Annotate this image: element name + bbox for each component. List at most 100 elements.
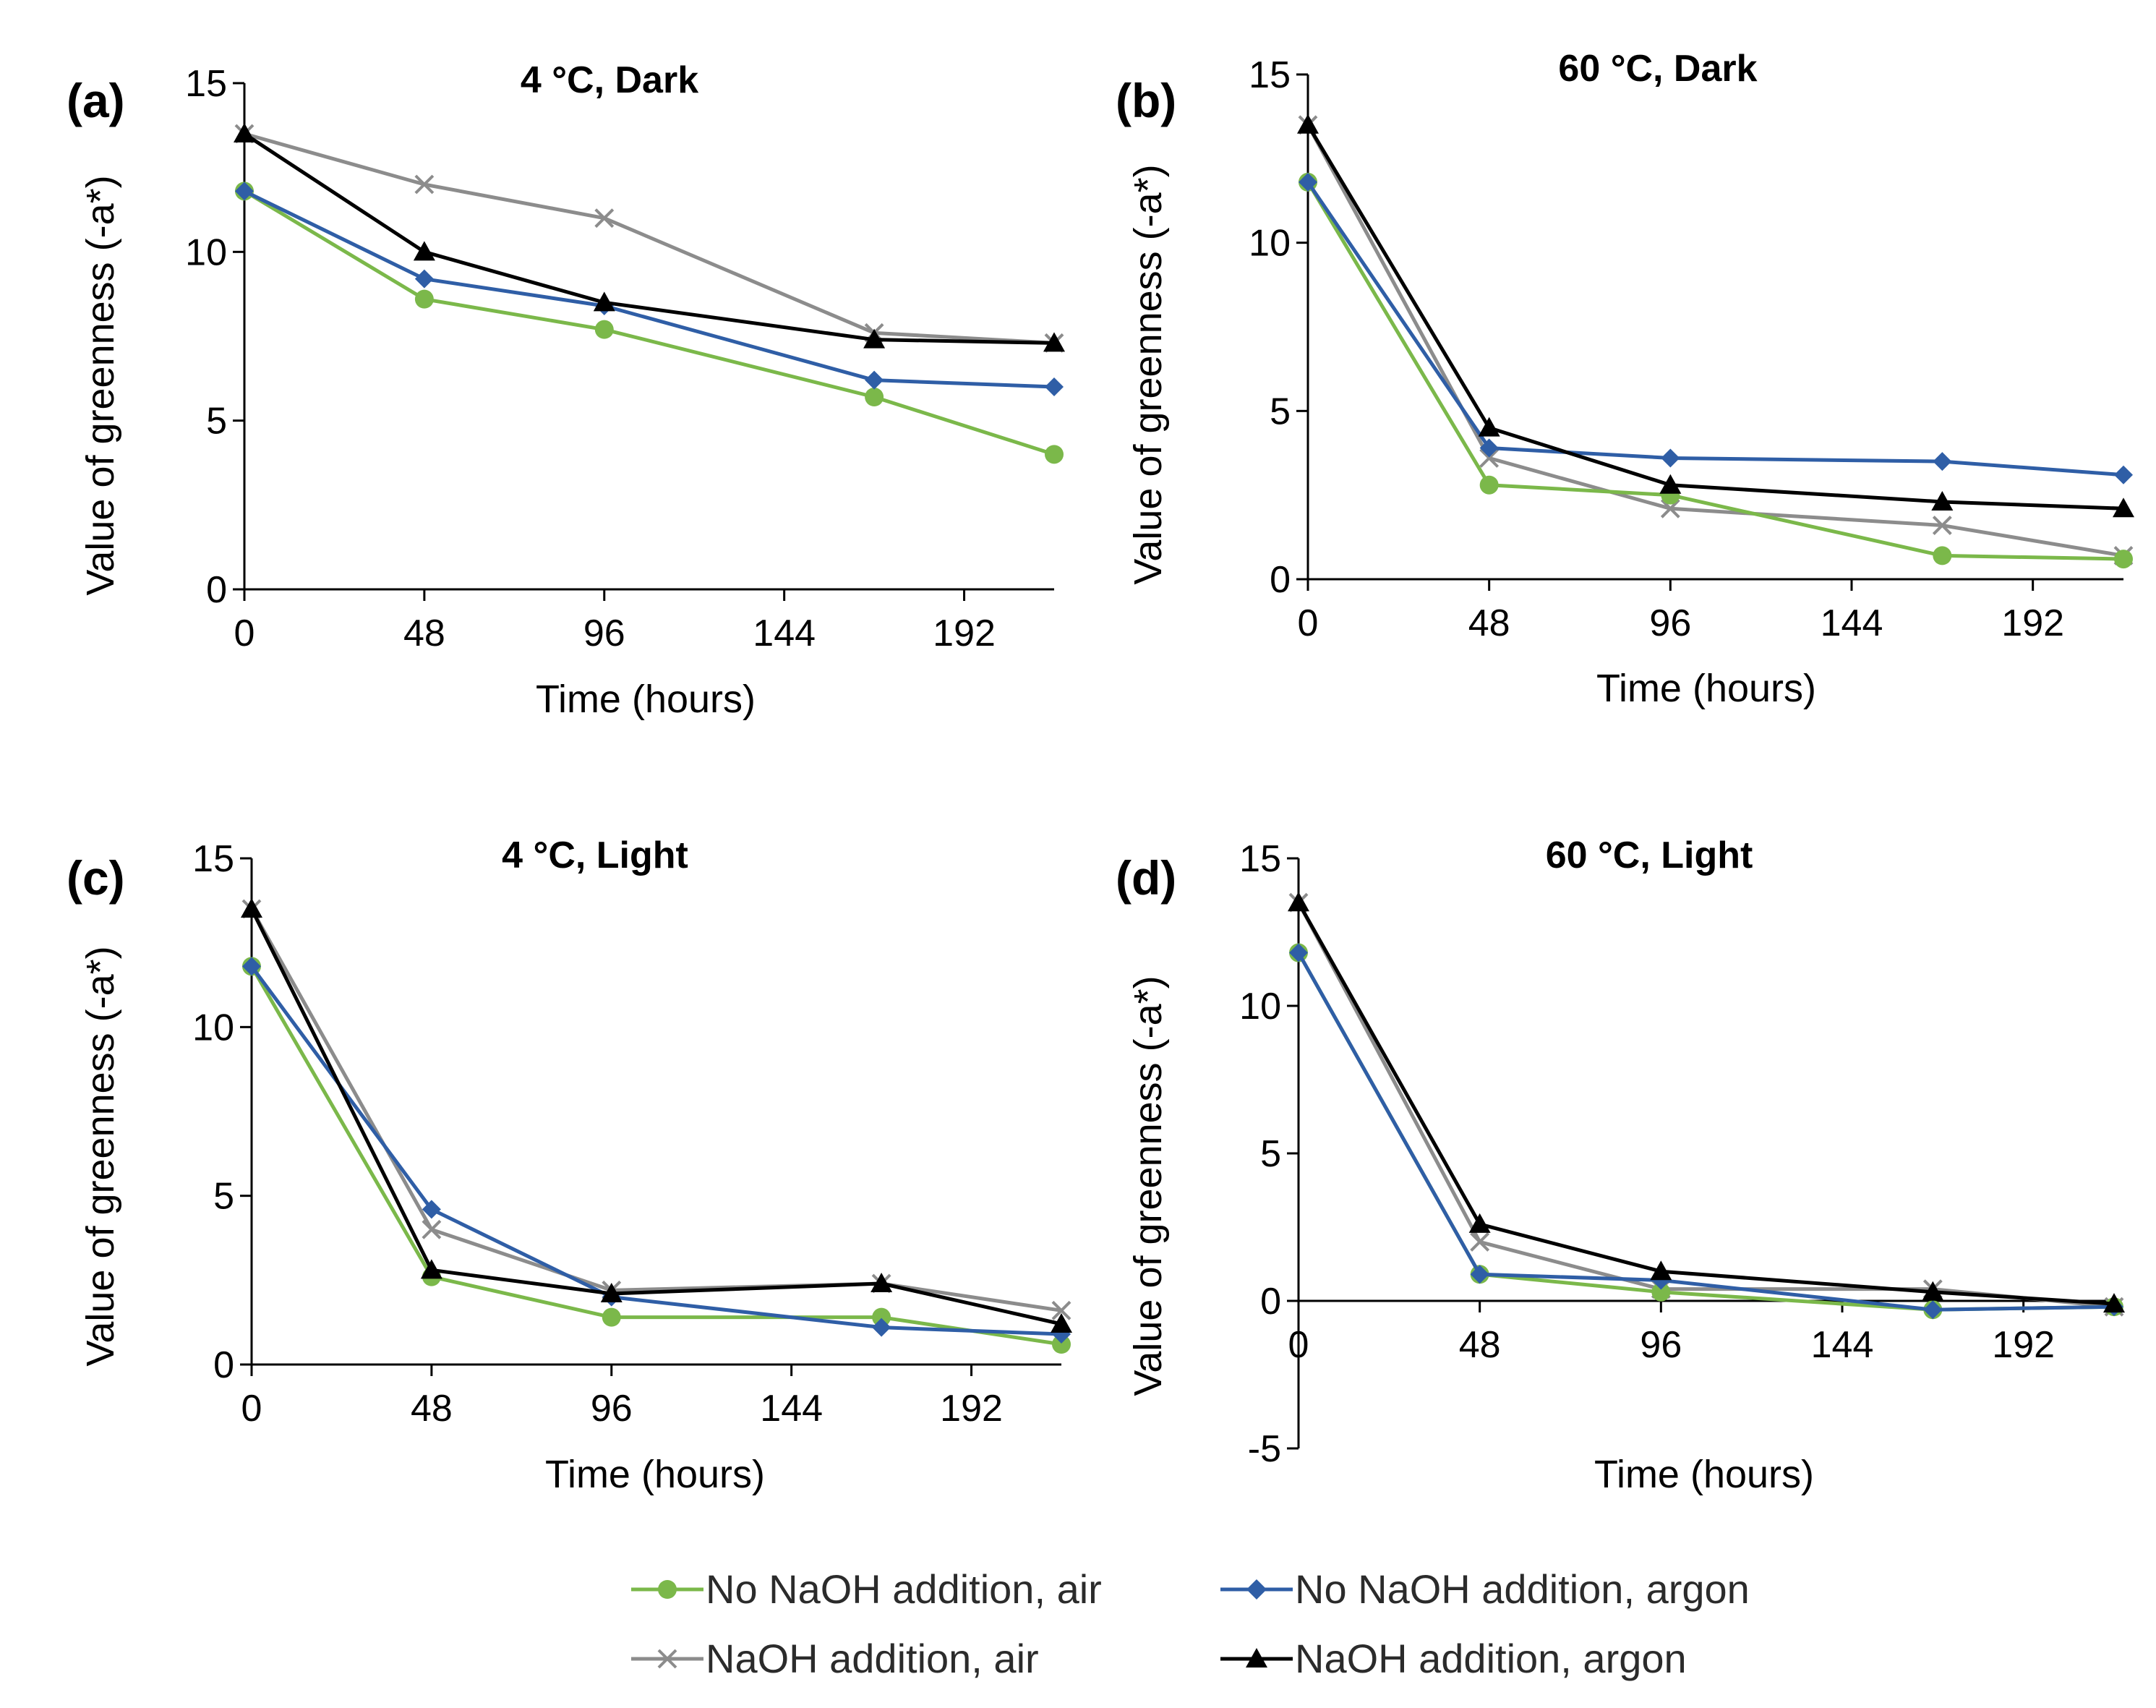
- data-point-diamond: [1289, 943, 1308, 962]
- data-point-triangle: [234, 123, 255, 142]
- data-point-circle: [2114, 550, 2133, 569]
- y-tick-label: 10: [1239, 986, 1281, 1028]
- legend-item-no-naoh-air: No NaOH addition, air: [631, 1566, 1102, 1612]
- data-point-diamond: [1933, 452, 1952, 471]
- data-point-x: [422, 1219, 442, 1239]
- x-tick-label: 48: [1468, 602, 1510, 644]
- data-point-triangle: [870, 1273, 893, 1292]
- data-point-circle: [414, 289, 434, 309]
- y-axis-title: Value of greenness (-a*): [79, 946, 122, 1366]
- y-tick-label: 5: [213, 1176, 234, 1218]
- data-point-diamond: [1299, 172, 1317, 192]
- data-point-triangle: [1288, 892, 1309, 912]
- data-point-diamond: [1470, 1265, 1489, 1284]
- x-tick-label: 96: [1649, 602, 1691, 644]
- y-tick-label: 10: [185, 231, 227, 273]
- axes: -5 0 5 10 15 0 48 96 144 192: [1239, 838, 2114, 1470]
- y-tick-label: 15: [185, 63, 227, 105]
- panel-title: 4 °C, Dark: [521, 59, 698, 101]
- legend-label: No NaOH addition, air: [706, 1566, 1102, 1612]
- data-point-triangle: [241, 898, 262, 918]
- x-tick-label: 192: [933, 612, 996, 654]
- data-point-diamond: [872, 1318, 891, 1337]
- legend-marker-circle: [658, 1580, 677, 1599]
- x-tick-label: 0: [234, 612, 255, 654]
- y-tick-label: 0: [1260, 1281, 1281, 1323]
- panel-b: (b) 60 °C, Dark Time (hours) Value of gr…: [1116, 48, 2134, 710]
- legend-marker-diamond: [1246, 1579, 1267, 1600]
- x-tick-label: 96: [591, 1388, 633, 1430]
- data-point-triangle: [1297, 114, 1319, 134]
- x-tick-label: 48: [403, 612, 445, 654]
- data-point-x: [594, 208, 615, 229]
- x-tick-label: 0: [1288, 1324, 1309, 1366]
- data-point-x: [1470, 1231, 1490, 1252]
- legend-marker-x: [657, 1649, 677, 1669]
- panel-title: 60 °C, Light: [1546, 834, 1753, 876]
- data-point-diamond: [1045, 377, 1064, 396]
- x-tick-label: 0: [1298, 602, 1319, 644]
- data-point-diamond: [2114, 465, 2133, 484]
- legend-label: NaOH addition, argon: [1295, 1636, 1687, 1681]
- x-tick-label: 192: [2001, 602, 2064, 644]
- y-tick-label: 15: [1249, 54, 1291, 96]
- y-tick-label: -5: [1248, 1428, 1281, 1470]
- data-point-triangle: [1478, 417, 1500, 437]
- series-naoh-argon: [1288, 892, 2125, 1313]
- legend-item-no-naoh-argon: No NaOH addition, argon: [1220, 1566, 1750, 1612]
- data-point-triangle: [1051, 1313, 1072, 1333]
- y-axis-title: Value of greenness (-a*): [79, 175, 122, 595]
- y-tick-label: 5: [1260, 1133, 1281, 1175]
- panel-title: 60 °C, Dark: [1558, 48, 1757, 90]
- x-tick-label: 144: [760, 1388, 823, 1430]
- data-point-circle: [602, 1307, 621, 1327]
- data-point-diamond: [422, 1200, 441, 1219]
- panel-a: (a) 4 °C, Dark Time (hours) Value of gre…: [67, 59, 1065, 721]
- data-point-triangle: [413, 241, 435, 261]
- x-axis-title: Time (hours): [536, 678, 756, 721]
- x-tick-label: 144: [1811, 1324, 1874, 1366]
- x-tick-label: 144: [1821, 602, 1883, 644]
- axes: 0 5 10 15 0 48 96 144 192: [1249, 54, 2123, 644]
- data-point-diamond: [1923, 1300, 1943, 1320]
- data-point-triangle: [1659, 474, 1682, 494]
- x-tick-label: 96: [1640, 1324, 1682, 1366]
- x-tick-label: 0: [241, 1388, 262, 1430]
- y-tick-label: 5: [1270, 390, 1291, 432]
- axes: 0 5 10 15 0 48 96 144 192: [185, 63, 1054, 654]
- legend-label: No NaOH addition, argon: [1295, 1566, 1750, 1612]
- x-tick-label: 144: [753, 612, 816, 654]
- panel-title: 4 °C, Light: [502, 834, 688, 876]
- data-point-triangle: [1650, 1260, 1672, 1281]
- data-point-diamond: [865, 370, 884, 390]
- panel-letter: (c): [67, 851, 125, 905]
- data-point-triangle: [1043, 332, 1065, 352]
- x-axis-title: Time (hours): [1594, 1453, 1814, 1496]
- data-point-circle: [1651, 1282, 1671, 1302]
- panel-letter: (a): [67, 74, 125, 127]
- x-tick-label: 96: [583, 612, 625, 654]
- data-point-x: [1932, 516, 1952, 535]
- data-point-circle: [1479, 475, 1499, 495]
- x-tick-label: 192: [940, 1388, 1003, 1430]
- data-point-x: [1660, 498, 1680, 518]
- data-point-triangle: [600, 1283, 623, 1302]
- data-point-diamond: [235, 182, 254, 201]
- x-tick-label: 48: [1459, 1324, 1501, 1366]
- y-tick-label: 0: [1270, 559, 1291, 601]
- panel-c: (c) 4 °C, Light Time (hours) Value of gr…: [67, 834, 1072, 1496]
- data-point-triangle: [420, 1259, 442, 1279]
- data-point-triangle: [2103, 1293, 2125, 1313]
- y-tick-label: 10: [1249, 223, 1291, 265]
- y-tick-label: 0: [206, 569, 227, 611]
- y-tick-label: 15: [192, 838, 234, 880]
- legend-label: NaOH addition, air: [706, 1636, 1039, 1681]
- legend: No NaOH addition, air No NaOH addition, …: [631, 1566, 1750, 1681]
- data-point-triangle: [863, 328, 886, 349]
- data-point-triangle: [2113, 498, 2134, 518]
- data-point-circle: [865, 388, 884, 406]
- series-naoh-argon: [241, 898, 1072, 1333]
- y-tick-label: 5: [206, 401, 227, 443]
- y-tick-label: 10: [192, 1007, 234, 1049]
